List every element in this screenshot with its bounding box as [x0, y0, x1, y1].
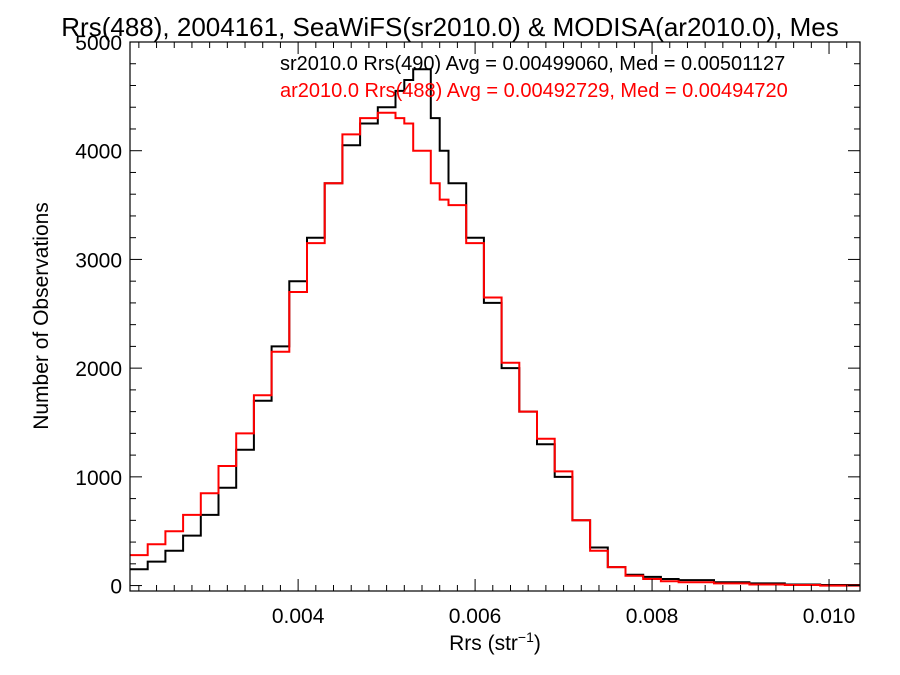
histogram-series-black — [130, 68, 860, 586]
histogram-series-red — [130, 111, 860, 587]
x-axis-label-main: Rrs (str — [449, 632, 518, 655]
y-tick-label: 2000 — [75, 358, 122, 381]
plot-frame — [129, 41, 861, 592]
x-tick-label: 0.010 — [803, 605, 856, 628]
chart-title: Rrs(488), 2004161, SeaWiFS(sr2010.0) & M… — [61, 12, 838, 42]
x-tick-label: 0.006 — [449, 605, 502, 628]
x-tick-label: 0.004 — [272, 605, 325, 628]
y-tick-label: 1000 — [75, 467, 122, 490]
x-tick-label: 0.008 — [626, 605, 679, 628]
x-axis-label-close: ) — [534, 632, 541, 655]
series-layer — [130, 68, 860, 587]
y-tick-label: 3000 — [75, 249, 122, 272]
y-tick-label: 4000 — [75, 141, 122, 164]
y-tick-label: 0 — [110, 576, 122, 599]
y-tick-label: 5000 — [75, 32, 122, 55]
x-axis-label-superscript: −1 — [518, 629, 534, 645]
x-axis-label: Rrs (str−1) — [449, 629, 541, 655]
tick-layer: 0.004 0.006 0.008 0.010 0 1000 2000 3000 4000 500… — [75, 32, 860, 628]
y-axis-label: Number of Observations — [30, 202, 53, 430]
legend-entry-red: ar2010.0 Rrs(488) Avg = 0.00492729, Med … — [280, 80, 788, 102]
legend-entry-black: sr2010.0 Rrs(490) Avg = 0.00499060, Med … — [280, 53, 785, 75]
